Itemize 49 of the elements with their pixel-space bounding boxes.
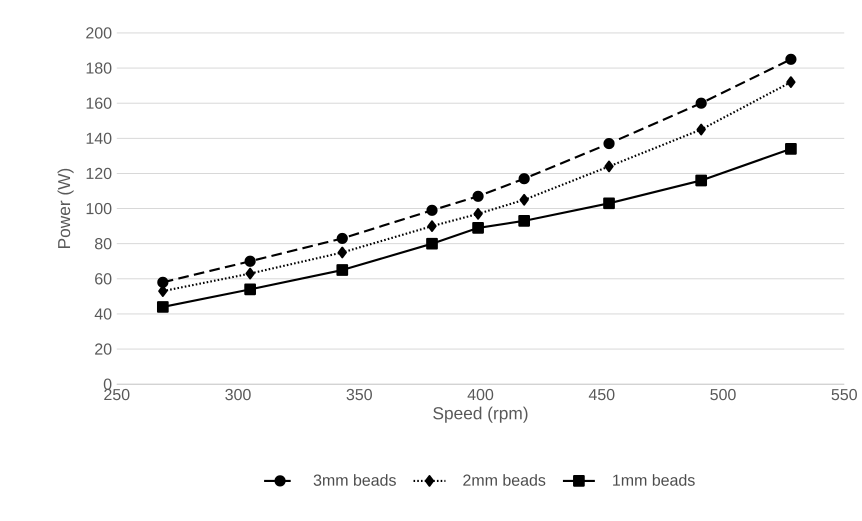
point bbox=[336, 232, 348, 244]
point bbox=[426, 238, 438, 250]
point bbox=[785, 54, 796, 65]
x-tick-label: 400 bbox=[468, 388, 494, 400]
legend-label: 1mm beads bbox=[613, 474, 695, 486]
x-tick-label: 300 bbox=[225, 388, 251, 400]
y-tick-label: 20 bbox=[95, 343, 112, 355]
y-tick-label: 100 bbox=[86, 202, 112, 214]
y-tick-label: 180 bbox=[86, 62, 112, 74]
y-tick-label: 200 bbox=[86, 27, 112, 39]
y-tick-label: 160 bbox=[86, 98, 112, 109]
x-tick-label: 500 bbox=[710, 388, 736, 400]
point bbox=[426, 204, 438, 216]
legend-label: 2mm beads bbox=[463, 474, 546, 486]
point bbox=[472, 222, 484, 234]
point bbox=[336, 264, 348, 276]
point bbox=[427, 220, 437, 232]
x-tick-label: 350 bbox=[346, 388, 372, 400]
legend-label: 3mm beads bbox=[314, 474, 396, 486]
point bbox=[603, 197, 615, 210]
point bbox=[603, 138, 615, 150]
x-tick-label: 450 bbox=[588, 388, 614, 400]
x-tick-label: 550 bbox=[832, 388, 857, 400]
y-tick-label: 60 bbox=[95, 273, 112, 284]
point bbox=[244, 284, 256, 296]
point bbox=[157, 276, 168, 288]
point bbox=[520, 194, 529, 206]
point bbox=[472, 190, 484, 202]
x-axis-title: Speed (rpm) bbox=[433, 406, 528, 423]
point bbox=[695, 174, 708, 186]
point bbox=[518, 173, 530, 184]
y-tick-label: 140 bbox=[86, 132, 112, 144]
point bbox=[786, 76, 796, 88]
y-axis-title: Power (W) bbox=[58, 168, 74, 248]
x-tick-label: 250 bbox=[104, 388, 130, 400]
point bbox=[518, 215, 530, 227]
point bbox=[604, 160, 614, 172]
point bbox=[156, 301, 169, 313]
y-tick-label: 120 bbox=[86, 168, 112, 180]
point bbox=[244, 256, 256, 267]
point bbox=[245, 268, 255, 280]
y-tick-label: 80 bbox=[94, 238, 112, 250]
point bbox=[473, 208, 483, 220]
point bbox=[696, 98, 707, 109]
y-tick-label: 40 bbox=[94, 308, 112, 320]
point bbox=[785, 143, 797, 155]
y-tick-label: 0 bbox=[104, 378, 112, 390]
point bbox=[696, 124, 706, 136]
point bbox=[338, 246, 347, 258]
